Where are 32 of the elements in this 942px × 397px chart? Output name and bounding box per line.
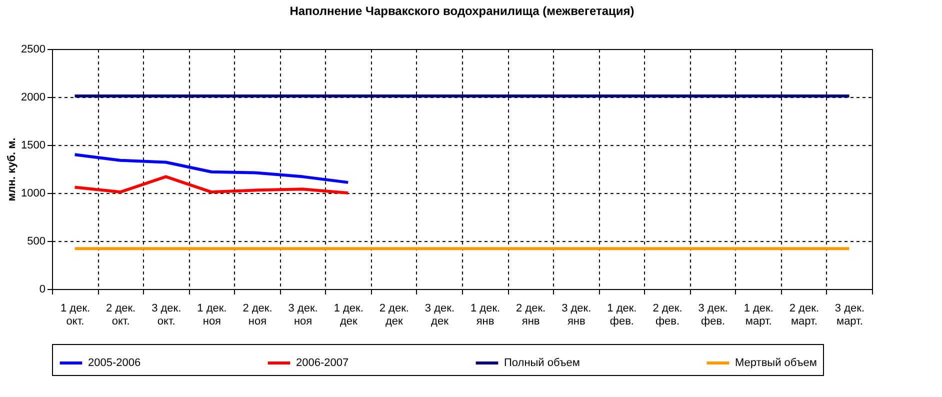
legend-label: 2005-2006 xyxy=(88,357,141,369)
x-tick-label: 1 дек. дек xyxy=(334,302,364,328)
y-tick-label: 1000 xyxy=(21,188,46,200)
line-series xyxy=(73,153,350,184)
legend-label: Полный объем xyxy=(504,357,580,369)
x-tick-label: 3 дек. дек xyxy=(424,302,455,328)
x-tick-label: 1 дек. март. xyxy=(744,302,774,328)
x-tick-label: 2 дек. март. xyxy=(789,302,819,328)
y-tick-label: 500 xyxy=(27,236,46,248)
legend-label: 2006-2007 xyxy=(296,357,349,369)
y-tick-label: 0 xyxy=(39,284,46,296)
y-tick-label: 1500 xyxy=(21,140,46,152)
x-tick-label: 3 дек. ноя xyxy=(288,302,318,328)
x-tick-label: 1 дек. ноя xyxy=(197,302,227,328)
x-tick-label: 3 дек. окт. xyxy=(152,302,182,328)
x-tick-label: 2 дек. ноя xyxy=(242,302,272,328)
legend-label: Мертвый объем xyxy=(735,357,817,369)
chart-title: Наполнение Чарвакского водохранилища (межвегетация) xyxy=(290,4,634,18)
x-tick-label: 1 дек. янв xyxy=(470,302,500,328)
x-tick-label: 2 дек. фев. xyxy=(652,302,682,328)
y-tick-label: 2000 xyxy=(21,92,46,104)
x-tick-label: 3 дек. март. xyxy=(834,302,865,328)
x-tick-label: 3 дек. фев. xyxy=(698,302,728,328)
y-axis-title: млн. куб. м. xyxy=(6,138,18,202)
x-tick-label: 2 дек. дек xyxy=(379,302,409,328)
x-tick-label: 1 дек. окт. xyxy=(60,302,90,328)
line-series xyxy=(73,175,350,194)
x-tick-label: 1 дек. фев. xyxy=(607,302,637,328)
x-tick-label: 2 дек. окт. xyxy=(106,302,136,328)
x-tick-label: 2 дек. янв xyxy=(516,302,546,328)
y-tick-label: 2500 xyxy=(21,44,46,56)
x-tick-label: 3 дек. янв xyxy=(562,302,592,328)
